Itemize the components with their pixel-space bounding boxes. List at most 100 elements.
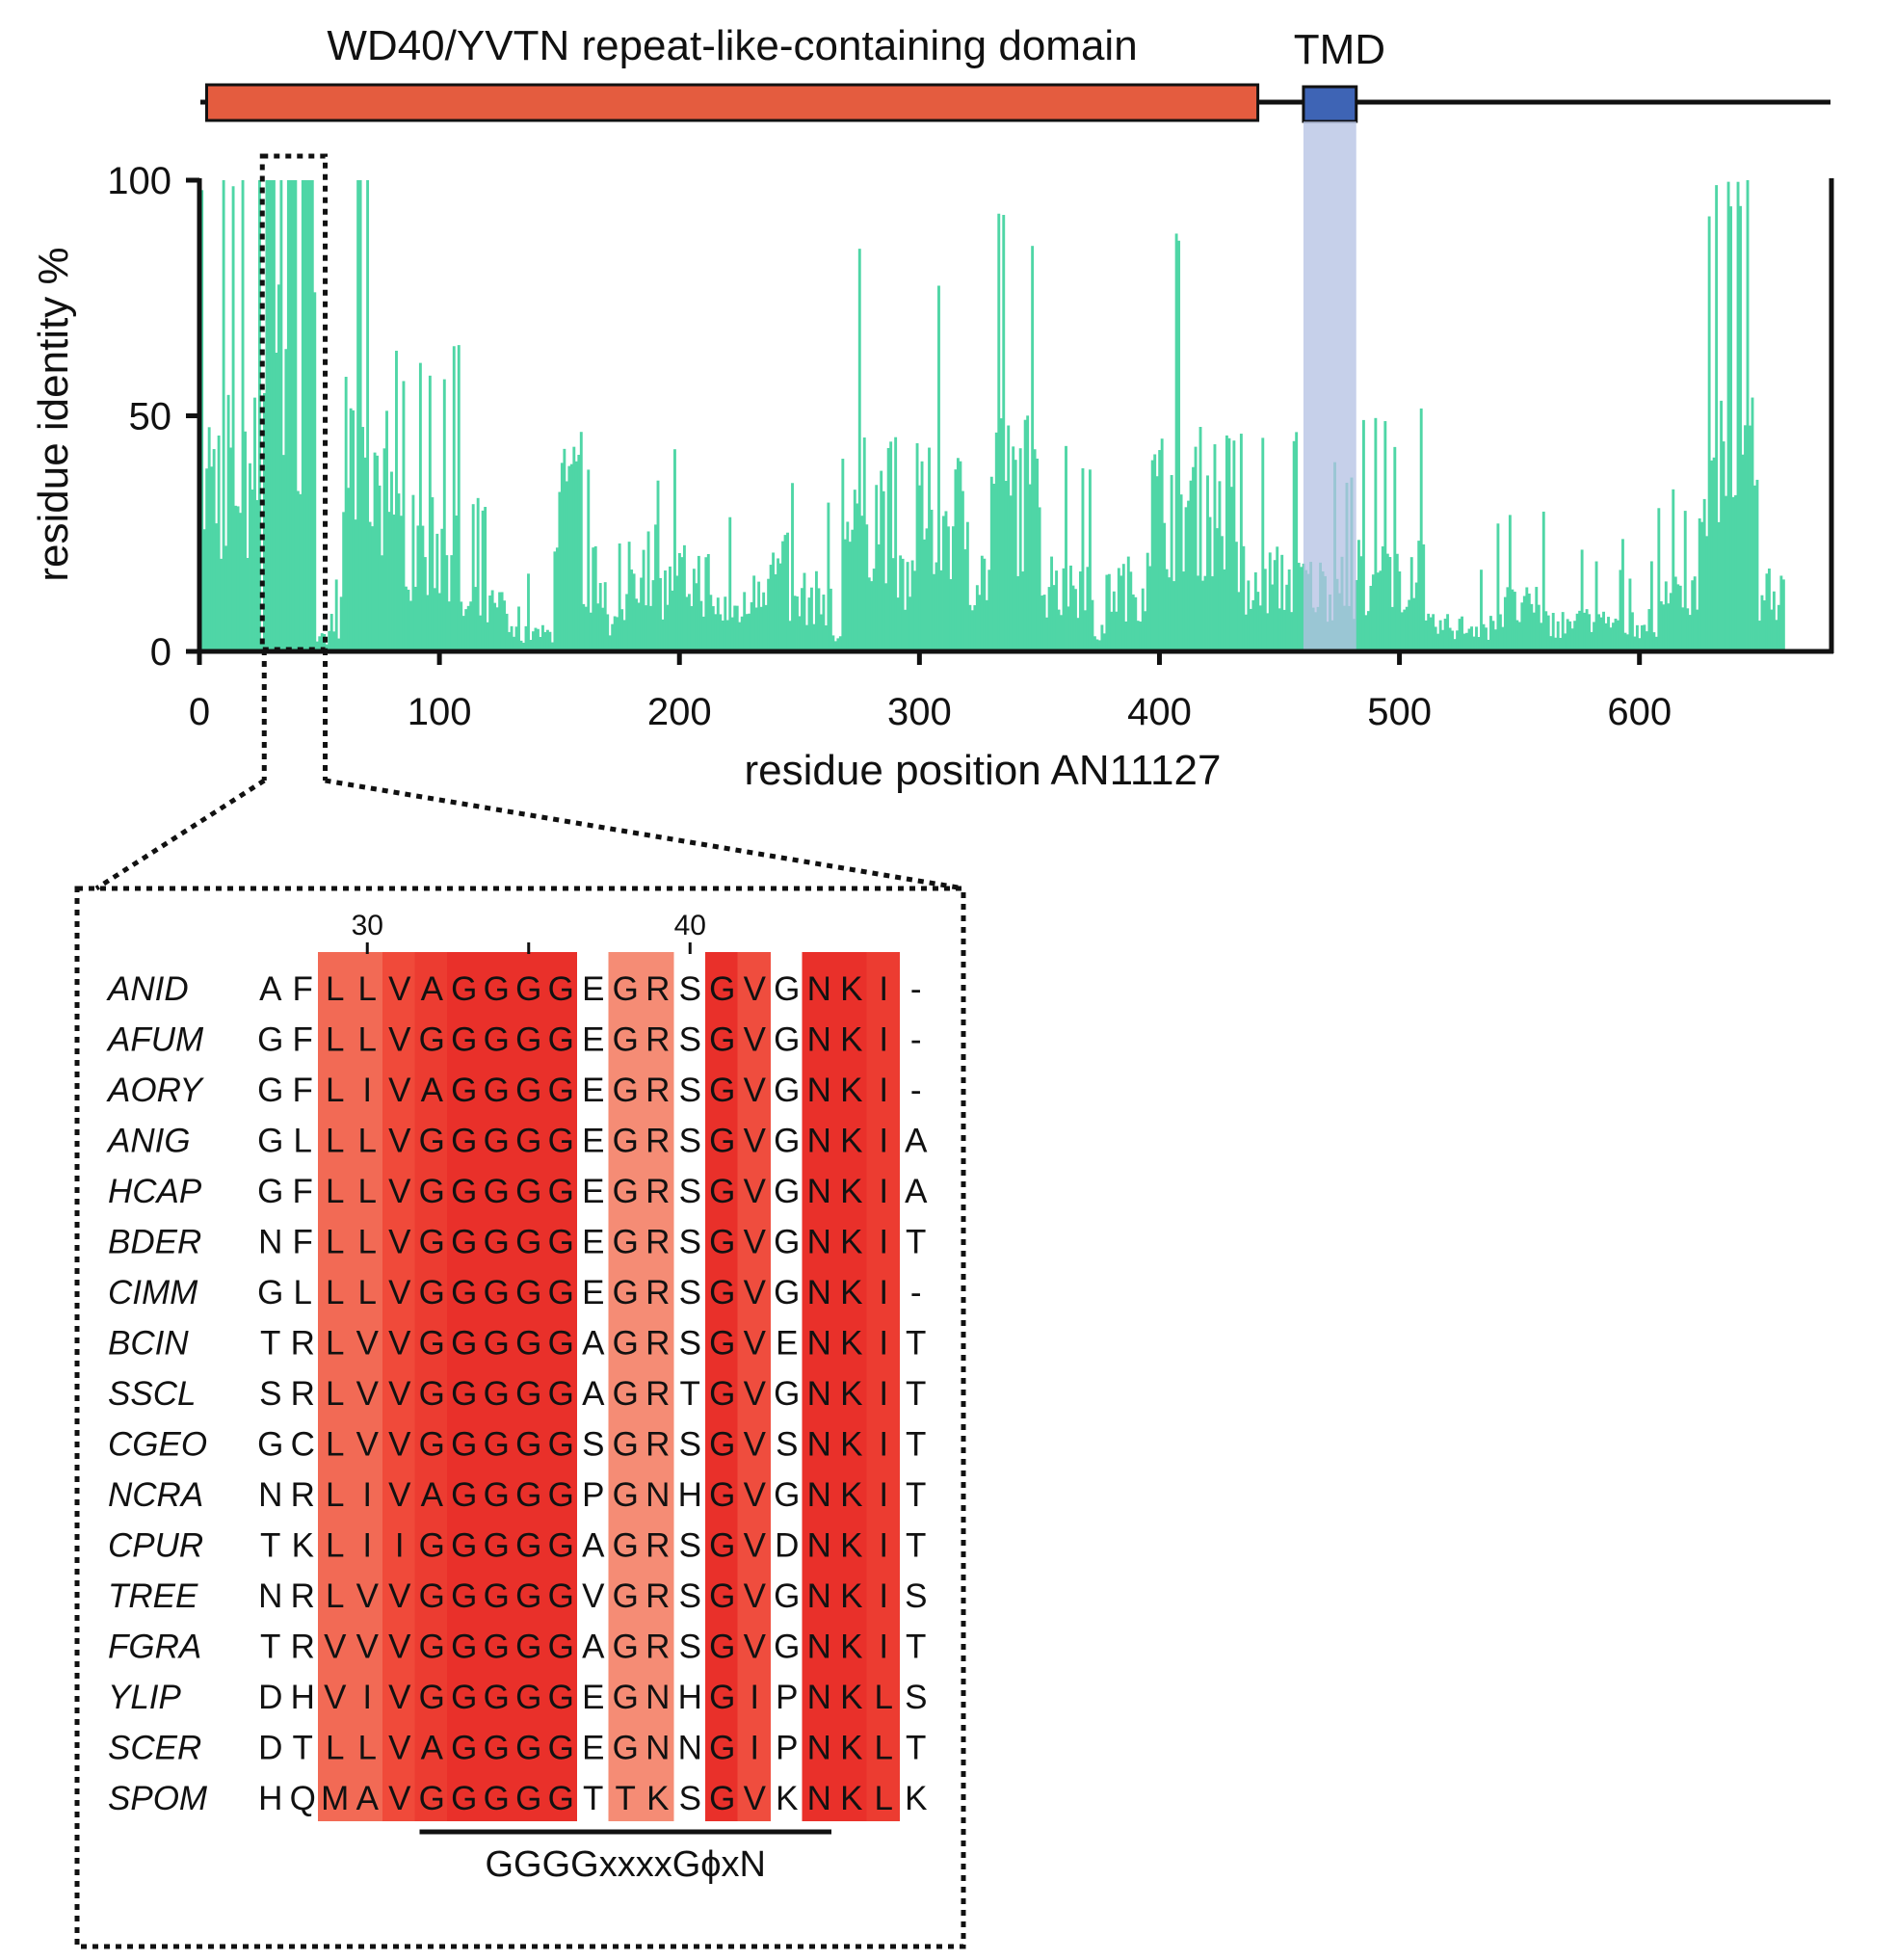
identity-bar [1273, 560, 1277, 651]
identity-bar [1148, 566, 1152, 651]
residue: G [613, 1629, 639, 1666]
identity-bar [781, 541, 785, 651]
identity-bar [1282, 609, 1286, 651]
identity-bar [548, 631, 552, 651]
species-name: ANIG [106, 1123, 191, 1160]
identity-bar [807, 597, 811, 651]
identity-bar [574, 461, 578, 651]
identity-bar [1232, 440, 1236, 651]
identity-bar [1604, 622, 1608, 651]
identity-bar [584, 606, 588, 651]
identity-bar [305, 180, 309, 651]
identity-bar [1400, 612, 1404, 651]
identity-bar [318, 636, 322, 651]
identity-bar [1409, 557, 1413, 651]
identity-bar [1722, 441, 1725, 651]
residue: I [879, 1274, 888, 1311]
residue: L [358, 1730, 377, 1767]
identity-bar [1482, 623, 1486, 651]
identity-bar [1744, 425, 1747, 651]
residue: G [257, 1123, 283, 1160]
x-ticks: 0 100 200 300 400 500 600 [189, 651, 1672, 733]
identity-bar [1203, 575, 1207, 651]
residue: G [548, 970, 574, 1008]
identity-bar [1297, 563, 1301, 651]
residue: G [451, 1173, 477, 1210]
identity-bar [1501, 626, 1505, 651]
residue: G [451, 1730, 477, 1767]
identity-bar [677, 552, 681, 651]
identity-bar [1117, 568, 1120, 651]
identity-bar [1251, 599, 1255, 651]
residue: G [613, 1577, 639, 1615]
identity-bar [390, 471, 393, 651]
identity-bar [1575, 613, 1579, 651]
identity-bar [701, 616, 705, 651]
alignment-residues: A F L L V A G G G G E G R S G V G N K I -G F L L V G G G G G E G R S G V G N K… [257, 970, 928, 1817]
identity-bar [1434, 626, 1437, 651]
identity-bar [1359, 556, 1363, 651]
identity-bar [220, 558, 224, 651]
identity-bar [1131, 594, 1135, 651]
residue: G [484, 1527, 510, 1565]
identity-bar [1066, 606, 1070, 651]
identity-bar [1593, 622, 1596, 651]
x-tick-label: 500 [1367, 691, 1432, 733]
identity-bar [1206, 475, 1209, 651]
residue: S [905, 1577, 927, 1615]
identity-bar [1657, 508, 1661, 651]
identity-bar [224, 545, 228, 651]
identity-bar [1715, 185, 1719, 652]
residue: K [646, 1780, 669, 1817]
identity-bar [200, 190, 204, 651]
identity-bar [843, 539, 847, 651]
species-name: SSCL [108, 1375, 196, 1413]
residue: G [451, 1426, 477, 1464]
residue: I [395, 1527, 405, 1565]
identity-bar [260, 642, 264, 651]
residue: N [807, 1476, 831, 1514]
identity-bar [587, 469, 591, 651]
residue: V [388, 1426, 411, 1464]
alignment-position-label: 40 [674, 910, 706, 941]
identity-bar [1150, 460, 1154, 651]
residue: N [645, 1679, 670, 1716]
identity-bar [1110, 611, 1114, 651]
residue: G [515, 1173, 541, 1210]
residue: I [362, 1679, 372, 1716]
identity-bar [687, 594, 691, 651]
identity-bar [906, 562, 909, 651]
residue: G [613, 1527, 639, 1565]
identity-chart: 0 50 100 0 100 200 300 400 500 600 residue posit… [30, 121, 1834, 794]
identity-bar [1612, 622, 1615, 651]
residue: V [324, 1679, 347, 1716]
residue: V [388, 1224, 411, 1261]
identity-bar [1564, 633, 1567, 651]
identity-bar [1619, 569, 1622, 651]
residue: K [905, 1780, 927, 1817]
identity-bar [910, 560, 914, 651]
residue: L [326, 1021, 344, 1059]
residue: T [680, 1375, 700, 1413]
x-tick-label: 300 [887, 691, 952, 733]
identity-bar [1119, 575, 1123, 651]
residue: K [840, 970, 862, 1008]
identity-bar [582, 603, 586, 651]
identity-bar [1515, 620, 1519, 651]
residue: G [548, 1325, 574, 1363]
x-tick-label: 400 [1127, 691, 1192, 733]
identity-bar [965, 521, 969, 651]
identity-bar [408, 600, 412, 651]
residue: I [750, 1730, 759, 1767]
identity-bar [1374, 417, 1378, 651]
identity-bar [363, 457, 367, 651]
residue: L [358, 1123, 377, 1160]
residue: L [875, 1679, 893, 1716]
identity-bar [801, 588, 803, 651]
identity-bar [772, 552, 776, 651]
identity-bar [697, 555, 700, 651]
identity-bar [857, 249, 861, 651]
residue: - [910, 1021, 922, 1059]
identity-bar [1018, 448, 1022, 651]
identity-bar [822, 595, 826, 651]
